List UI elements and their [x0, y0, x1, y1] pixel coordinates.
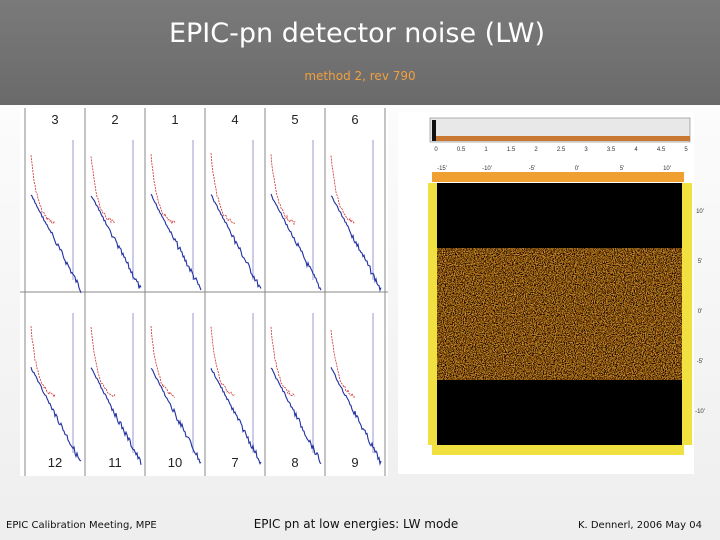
- histogram-tick: 4: [634, 147, 638, 153]
- subtitle: method 2, rev 790: [304, 69, 415, 83]
- red-curve: [30, 326, 56, 399]
- bottom-axis-bar: [432, 445, 684, 455]
- ccd-label: 3: [51, 112, 58, 127]
- right-tick: 5': [698, 259, 702, 265]
- blue-curve: [210, 194, 262, 289]
- noise-plots: 3 2 1 4 5 6 12 11 10 7 8 9: [20, 108, 388, 476]
- red-curve: [150, 154, 176, 225]
- histogram-tick: 0: [434, 147, 438, 153]
- ccd-label: 11: [108, 455, 122, 470]
- right-axis-bar: [682, 183, 692, 445]
- top-tick: -10': [482, 166, 492, 172]
- header-band: [0, 0, 720, 105]
- histogram-spike: [432, 120, 436, 141]
- histogram-tick: 3: [584, 147, 588, 153]
- histogram-tick: 5: [684, 147, 688, 153]
- blue-curve: [90, 195, 142, 289]
- top-tick: 10': [663, 166, 671, 172]
- blue-curve: [30, 366, 82, 462]
- histogram-colorbar: [436, 136, 690, 141]
- red-curve: [90, 326, 116, 397]
- footer-left: EPIC Calibration Meeting, MPE: [6, 520, 157, 531]
- histogram-tick: 3.5: [607, 147, 616, 153]
- right-tick: 0': [698, 309, 702, 315]
- red-curve: [330, 155, 356, 224]
- footer-right: K. Dennerl, 2006 May 04: [578, 520, 702, 531]
- blue-curve: [30, 194, 82, 294]
- blue-curve: [270, 367, 322, 465]
- ccd-label: 12: [48, 455, 62, 470]
- left-axis-bar: [428, 183, 437, 445]
- histogram-tick: 4.5: [657, 147, 666, 153]
- red-curve: [30, 155, 56, 224]
- top-tick: -5': [529, 166, 535, 172]
- red-curve: [270, 154, 296, 226]
- ccd-label: 5: [291, 112, 298, 127]
- histogram-tick: 1.5: [507, 147, 516, 153]
- right-tick: -10': [695, 409, 705, 415]
- blue-curve: [150, 193, 202, 291]
- histogram-tick: 0.5: [457, 147, 466, 153]
- ccd-label: 4: [231, 112, 238, 127]
- footer-center: EPIC pn at low energies: LW mode: [254, 517, 459, 531]
- ccd-label: 6: [351, 112, 358, 127]
- title: EPIC-pn detector noise (LW): [169, 18, 545, 49]
- ccd-label: 10: [168, 455, 182, 470]
- top-axis-bar: [432, 172, 684, 182]
- blue-curve: [150, 367, 202, 464]
- red-curve: [90, 156, 116, 224]
- right-tick: -5': [697, 359, 703, 365]
- red-curve: [330, 329, 356, 398]
- top-tick: -15': [437, 166, 447, 172]
- ccd-label: 1: [171, 112, 178, 127]
- blue-curve: [330, 367, 382, 466]
- blue-curve: [210, 367, 262, 465]
- right-tick: 10': [696, 209, 704, 215]
- red-curve: [210, 326, 236, 397]
- histogram-tick: 1: [484, 147, 488, 153]
- map-noise: [437, 248, 682, 380]
- red-curve: [270, 326, 296, 397]
- ccd-label: 7: [231, 455, 238, 470]
- top-tick: 0': [575, 166, 579, 172]
- ccd-label: 9: [351, 455, 358, 470]
- top-tick: 5': [620, 166, 624, 172]
- blue-curve: [90, 367, 142, 465]
- red-curve: [210, 153, 235, 224]
- blue-curve: [270, 193, 322, 291]
- ccd-label: 2: [111, 112, 118, 127]
- ccd-label: 8: [291, 455, 298, 470]
- red-curve: [150, 325, 176, 398]
- blue-curve: [330, 195, 382, 292]
- histogram-tick: 2: [534, 147, 538, 153]
- noise-map: 0 0.5 1 1.5 2 2.5 3 3.5 4 4.5 5 -15' -10' -5' 0' 5' 10' 1…: [398, 112, 705, 474]
- histogram-tick: 2.5: [557, 147, 566, 153]
